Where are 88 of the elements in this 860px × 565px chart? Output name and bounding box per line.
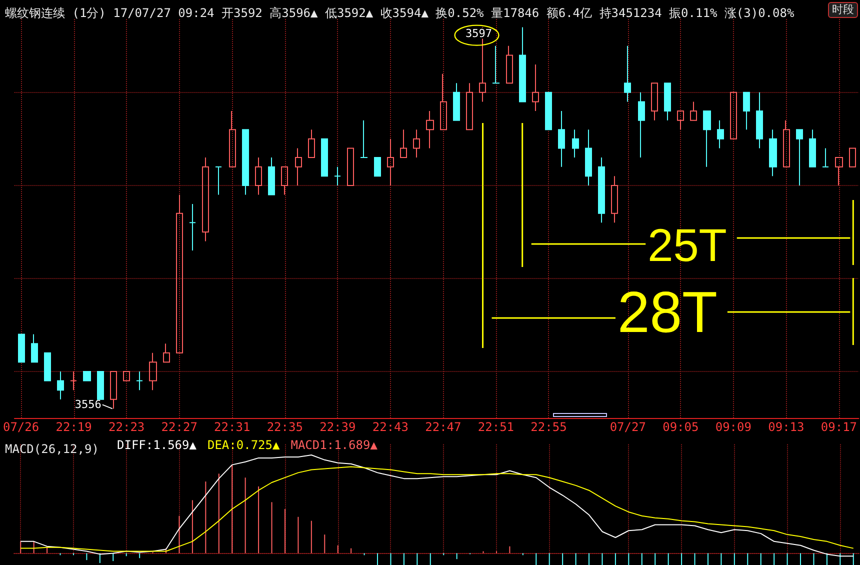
candlestick (426, 110, 434, 149)
candlestick (769, 129, 777, 177)
text: DIFF:1.569▲ (117, 438, 198, 452)
candlestick (360, 120, 368, 158)
candlestick (321, 138, 328, 177)
candlestick (334, 166, 341, 186)
candlestick (558, 110, 565, 168)
x-tick-label: 09:13 (768, 420, 804, 434)
candlestick (255, 157, 262, 196)
candlestick (651, 82, 658, 121)
candlestick (163, 343, 170, 363)
x-tick-label: 09:05 (662, 420, 699, 434)
candlestick (835, 157, 843, 186)
candlestick (31, 334, 38, 363)
candlestick (453, 82, 460, 121)
candlestick (585, 129, 592, 186)
candlestick (149, 352, 157, 391)
x-tick-label: 09:17 (820, 420, 858, 434)
candlestick (796, 129, 803, 186)
candlestick (70, 370, 77, 391)
candlestick (202, 157, 209, 242)
annotation: 3597 (466, 26, 492, 40)
x-tick-label: 22:31 (214, 420, 250, 434)
candlestick (374, 157, 381, 177)
candlestick (242, 129, 249, 196)
chart-title: MACD(26,12,9) (5, 442, 99, 456)
annotation: 25T (648, 219, 727, 271)
candlestick (466, 82, 473, 130)
candlestick (492, 45, 500, 84)
candlestick (18, 334, 25, 363)
candlestick (849, 148, 856, 168)
candlestick (717, 120, 724, 149)
candlestick (783, 120, 790, 168)
annotation: 28T (617, 280, 718, 345)
candlestick (677, 110, 684, 130)
candlestick (703, 110, 711, 168)
candlestick (743, 92, 750, 130)
x-tick-label: 22:39 (320, 420, 356, 434)
candlestick (347, 148, 354, 186)
candlestick (268, 157, 275, 196)
x-tick-label: 22:55 (530, 420, 567, 434)
candlestick (387, 138, 394, 186)
annotation: 3556 (74, 398, 102, 412)
x-tick-label: 22:27 (161, 420, 198, 434)
candlestick (822, 148, 829, 168)
candlestick (572, 129, 579, 158)
candlestick (400, 129, 407, 158)
x-tick-label: 22:51 (478, 420, 514, 434)
x-tick-label: 22:35 (266, 420, 303, 434)
x-tick-label: 07/26 (2, 420, 40, 434)
x-tick-label: 22:19 (56, 420, 92, 434)
candlestick (413, 129, 420, 158)
candlestick (756, 92, 763, 149)
candlestick (730, 92, 737, 140)
period-button: 时段 (828, 2, 858, 18)
candlestick (215, 166, 222, 196)
x-tick-label: 22:43 (372, 420, 408, 434)
candlestick (44, 352, 51, 382)
candlestick (110, 370, 117, 410)
candlestick (624, 45, 631, 102)
candlestick (440, 73, 447, 130)
candlestick (136, 370, 143, 391)
candlestick (229, 110, 236, 168)
candlestick (308, 129, 315, 158)
candlestick (809, 129, 816, 168)
x-tick-label: 07/27 (610, 420, 646, 434)
candlestick (611, 176, 618, 224)
text: MACD1:1.689▲ (290, 438, 378, 452)
x-tick-label: 09:09 (715, 420, 752, 434)
candlestick (295, 148, 302, 186)
candlestick (97, 370, 104, 400)
candlestick (690, 101, 697, 121)
candlestick (638, 92, 645, 158)
candlestick (281, 166, 288, 196)
x-tick-label: 22:23 (108, 420, 145, 434)
candlestick (545, 92, 552, 130)
text: DEA:0.725▲ (207, 438, 280, 452)
candlestick (57, 370, 64, 400)
candlestick (83, 370, 91, 382)
chart-title: 螺纹钢连续 (1分) 17/07/27 09:24 开3592 高3596▲ 低3592▲ 收3594▲ 换0.52% 量17846 额6.4亿 持3451234 振0.11% 涨(3)0.08% (5, 6, 795, 20)
candlestick (532, 64, 539, 112)
candlestick (664, 82, 671, 121)
candlestick (506, 45, 513, 84)
candlestick (519, 26, 526, 102)
candlestick (189, 204, 196, 252)
candlestick (123, 370, 130, 382)
x-tick-label: 22:47 (425, 420, 462, 434)
candlestick (598, 157, 605, 224)
